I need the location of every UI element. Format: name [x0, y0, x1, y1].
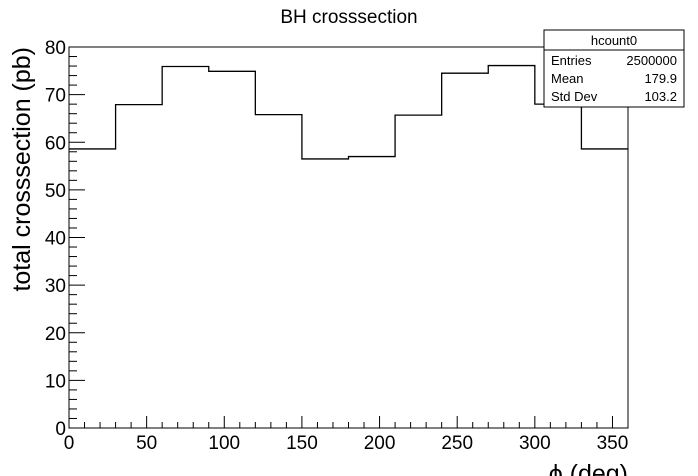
y-tick-label: 40	[45, 229, 66, 250]
x-tick-label: 300	[519, 433, 551, 454]
x-tick-label: 100	[208, 433, 240, 454]
y-axis-tick-labels: 0 10 20 30 40 50 60 70 80	[45, 38, 66, 440]
x-tick-label: 50	[136, 433, 157, 454]
x-tick-label: 200	[364, 433, 396, 454]
y-tick-label: 20	[45, 324, 66, 345]
stats-box-frame	[543, 29, 685, 108]
stats-value-std-dev: 103.2	[644, 89, 677, 104]
x-tick-label: 250	[441, 433, 473, 454]
y-tick-label: 80	[45, 38, 66, 59]
stats-label-mean: Mean	[551, 71, 584, 86]
stats-value-mean: 179.9	[644, 71, 677, 86]
stats-box: hcount0 Entries 2500000 Mean 179.9 Std D…	[543, 29, 685, 108]
y-axis-ticks	[69, 46, 85, 429]
x-tick-label: 0	[64, 433, 75, 454]
y-tick-label: 60	[45, 133, 66, 154]
y-tick-label: 0	[55, 419, 66, 440]
chart-title: BH crosssection	[280, 7, 417, 28]
x-axis-title: ϕ (deg)	[549, 460, 628, 476]
y-axis-title: total crosssection (pb)	[8, 47, 36, 292]
y-tick-label: 30	[45, 276, 66, 297]
y-tick-label: 50	[45, 181, 66, 202]
stats-box-title: hcount0	[591, 33, 637, 48]
y-tick-label: 70	[45, 86, 66, 107]
x-tick-label: 350	[597, 433, 629, 454]
stats-label-std-dev: Std Dev	[551, 89, 598, 104]
x-tick-label: 150	[286, 433, 318, 454]
y-tick-label: 10	[45, 371, 66, 392]
histogram-outline	[69, 64, 628, 160]
stats-value-entries: 2500000	[626, 53, 677, 68]
x-axis-ticks	[68, 416, 629, 428]
x-axis-tick-labels: 0 50 100 150 200 250 300 350	[64, 433, 629, 454]
stats-label-entries: Entries	[551, 53, 592, 68]
